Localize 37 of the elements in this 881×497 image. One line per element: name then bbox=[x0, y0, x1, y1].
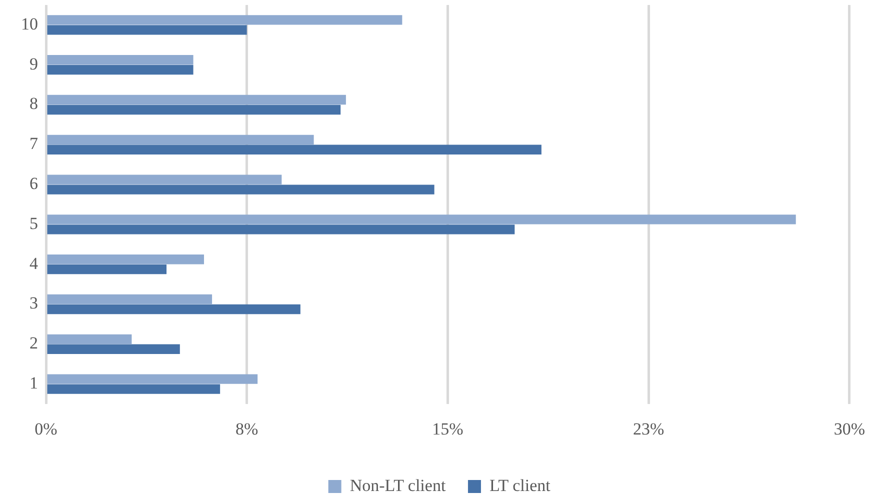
bar bbox=[47, 55, 194, 65]
bar bbox=[47, 94, 346, 105]
y-tick-label: 1 bbox=[30, 374, 38, 393]
y-tick-label: 2 bbox=[30, 334, 38, 353]
bar bbox=[47, 15, 402, 25]
bar bbox=[47, 134, 314, 144]
x-tick-label: 30% bbox=[834, 420, 866, 439]
legend-label: Non-LT client bbox=[350, 476, 446, 495]
y-tick-label: 5 bbox=[30, 214, 38, 233]
y-tick-label: 7 bbox=[30, 134, 38, 154]
y-tick-label: 3 bbox=[30, 294, 38, 313]
bar bbox=[47, 334, 132, 344]
y-tick-label: 4 bbox=[30, 254, 38, 273]
x-tick-label: 8% bbox=[236, 420, 258, 439]
bar bbox=[47, 384, 220, 394]
bar bbox=[47, 224, 515, 234]
bar bbox=[47, 184, 434, 194]
bar bbox=[47, 144, 542, 154]
bar bbox=[47, 174, 282, 184]
y-tick-label: 10 bbox=[21, 14, 38, 34]
bar bbox=[47, 344, 180, 354]
bar bbox=[47, 104, 341, 115]
bar bbox=[47, 254, 204, 264]
bar bbox=[47, 304, 300, 314]
x-tick-label: 15% bbox=[432, 420, 464, 439]
bar bbox=[47, 374, 258, 384]
legend-label: LT client bbox=[489, 476, 551, 495]
bar bbox=[47, 65, 194, 75]
bar bbox=[47, 25, 247, 35]
x-tick-label: 23% bbox=[632, 420, 664, 439]
bar bbox=[47, 214, 796, 224]
y-tick-label: 6 bbox=[30, 174, 38, 194]
y-tick-label: 9 bbox=[30, 54, 38, 74]
bar bbox=[47, 264, 167, 274]
x-tick-label: 0% bbox=[34, 420, 58, 439]
bar bbox=[47, 294, 212, 304]
y-tick-label: 8 bbox=[30, 94, 38, 114]
